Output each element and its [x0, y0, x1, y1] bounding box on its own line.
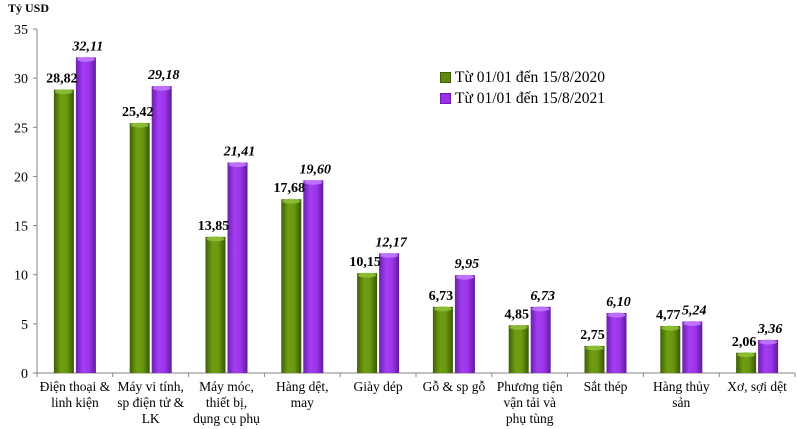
y-tick-label: 20: [14, 170, 28, 185]
data-label: 28,82: [46, 72, 78, 87]
data-label: 4,85: [504, 307, 529, 322]
x-category-label: Giày dép: [354, 379, 403, 394]
data-label: 6,73: [429, 289, 454, 304]
data-label: 25,42: [122, 105, 154, 120]
bar-2021: [606, 312, 627, 373]
bar-2020: [357, 272, 378, 373]
bar-2021: [379, 252, 400, 373]
data-label: 17,68: [274, 181, 306, 196]
data-label: 19,60: [300, 162, 332, 177]
bar-2020: [281, 198, 302, 373]
data-label: 6,73: [530, 289, 555, 304]
y-tick-label: 15: [14, 220, 28, 235]
data-label: 12,17: [375, 235, 408, 250]
bar-2020: [53, 89, 74, 373]
legend-item-2020: Từ 01/01 đến 15/8/2020: [440, 67, 605, 88]
data-label: 9,95: [455, 257, 480, 272]
x-category-label: Máy móc,: [199, 379, 254, 394]
data-label: 29,18: [147, 68, 180, 83]
x-category-label: Gỗ & sp gỗ: [423, 379, 486, 394]
x-category-label: vận tải và: [503, 395, 555, 410]
bar-2020: [584, 345, 605, 373]
y-tick-label: 10: [14, 269, 28, 284]
legend-label-2020: Từ 01/01 đến 15/8/2020: [455, 68, 606, 86]
x-category-label: sp điện tử &: [117, 395, 184, 410]
bar-2021: [758, 339, 779, 373]
y-tick-label: 30: [14, 72, 28, 87]
bar-2020: [432, 306, 453, 373]
bar-2020: [508, 324, 529, 373]
data-label: 32,11: [72, 39, 104, 54]
data-labels: 28,82 32,11 25,42 29,18 13,85 21,41 17,68 19,60…: [46, 39, 782, 349]
y-tick-label: 25: [14, 121, 28, 136]
bar-2020: [129, 122, 150, 373]
x-category-label: linh kiện: [51, 395, 99, 410]
x-category-label: Xơ, sợi dệt: [727, 379, 787, 394]
x-category-label: Máy vi tính,: [118, 379, 184, 394]
bar-2021: [682, 320, 703, 373]
x-category-label: Hàng dệt,: [276, 379, 328, 394]
legend-label-2021: Từ 01/01 đến 15/8/2021: [455, 89, 606, 107]
x-category-label: phụ tùng: [506, 411, 554, 426]
data-label: 6,10: [606, 295, 631, 310]
data-label: 3,36: [757, 322, 783, 337]
bar-2021: [151, 85, 172, 374]
bar-2020: [660, 325, 681, 373]
data-label: 2,75: [580, 328, 605, 343]
bar-2021: [303, 179, 324, 373]
legend-item-2021: Từ 01/01 đến 15/8/2021: [440, 88, 605, 109]
data-label: 4,77: [656, 308, 681, 323]
y-tick-label: 35: [14, 23, 28, 38]
data-label: 13,85: [198, 219, 230, 234]
bar-2021: [454, 274, 475, 373]
y-tick-label: 5: [21, 318, 28, 333]
x-category-label: Sắt thép: [584, 379, 628, 394]
legend-swatch-purple-icon: [440, 93, 451, 104]
x-category-label: thiết bị,: [206, 395, 247, 410]
bar-2020: [736, 352, 757, 373]
x-category-label: LK: [142, 411, 160, 426]
legend: Từ 01/01 đến 15/8/2020 Từ 01/01 đến 15/8…: [440, 67, 605, 109]
data-label: 10,15: [349, 255, 381, 270]
y-axis-unit-label: Tỷ USD: [8, 1, 50, 15]
x-category-label: Điện thoại &: [40, 379, 111, 394]
legend-swatch-green-icon: [440, 72, 451, 83]
bar-2020: [205, 236, 226, 373]
x-category-label: dụng cụ phụ: [193, 411, 260, 426]
x-category-label: may: [291, 395, 314, 410]
x-category-label: Hàng thủy: [653, 379, 710, 394]
x-axis-labels: Điện thoại &linh kiện Máy vi tính,sp điện…: [40, 379, 788, 426]
axes: 0 5 10 15 20 25 30 35: [14, 23, 796, 382]
data-label: 5,24: [682, 303, 707, 318]
bar-2021: [227, 162, 248, 373]
data-label: 21,41: [223, 145, 256, 160]
y-tick-label: 0: [21, 367, 28, 382]
x-category-label: sản: [672, 395, 690, 410]
x-category-label: Phương tiện: [497, 379, 563, 394]
bar-2021: [75, 56, 96, 373]
data-label: 2,06: [732, 335, 757, 350]
bar-2021: [530, 306, 551, 373]
bars: [53, 56, 779, 374]
